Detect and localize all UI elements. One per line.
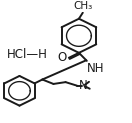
Text: N: N: [79, 79, 88, 92]
Text: HCl—H: HCl—H: [7, 48, 47, 61]
Text: NH: NH: [87, 62, 105, 75]
Text: CH₃: CH₃: [73, 1, 92, 11]
Text: O: O: [57, 51, 67, 64]
